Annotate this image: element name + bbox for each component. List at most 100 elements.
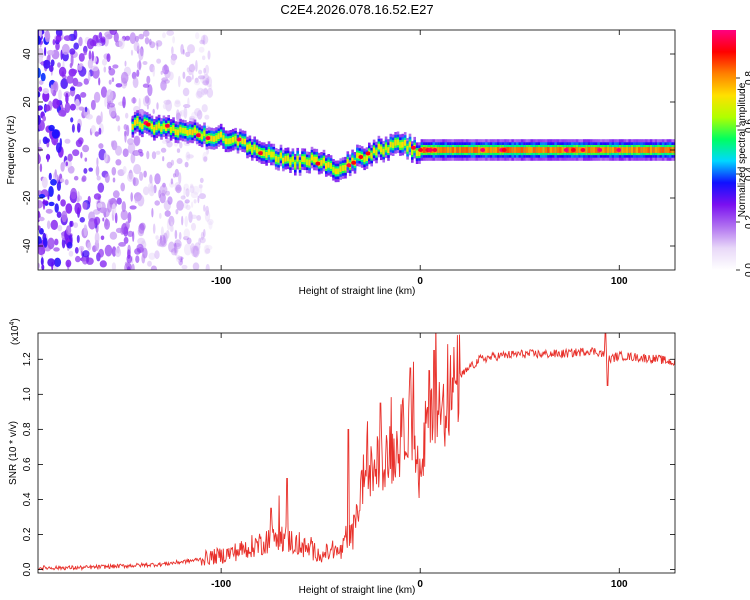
spectrogram-noise-cell [202,73,210,86]
spectrogram-noise-cell [162,103,168,110]
spectrogram-ridge-cell [437,147,440,153]
spectrogram-noise-cell [194,242,201,251]
spectrogram-ridge-cell [468,147,471,153]
spectrogram-ridge-cell [179,126,182,133]
spectrogram-ridge-cell [308,159,311,166]
spectrogram-ridge-cell [224,138,228,145]
spectrogram-noise-cell [124,131,127,143]
spectrogram-noise-cell [38,200,43,209]
spectrogram-noise-cell [143,170,147,178]
spectrogram-noise-cell [43,59,51,69]
spectrogram-noise-cell [172,36,176,44]
spectrogram-x-ticks: -100 0 100 [211,30,628,287]
spectrogram-noise-cell [127,212,132,224]
spectrogram-noise-cell [100,86,108,98]
spectrogram-noise-cell [142,83,150,88]
spectrogram-noise-cell [113,32,119,43]
spectrogram-ridge-cell [153,126,156,133]
spectrogram-noise-cell [162,32,166,39]
spectrogram-noise-cell [142,30,150,37]
spectrogram-ridge-cell [246,144,249,151]
spectrogram-noise-cell [82,201,88,210]
spectrogram-noise-cell [202,35,206,46]
spectrogram-ridge-cell [181,127,185,134]
spectrogram-noise-cell [101,58,108,66]
spectrogram-noise-cell [182,87,190,97]
spectrogram-noise-cell [205,205,210,216]
spectrogram-noise-cell [171,46,174,55]
spectrogram-ridge-cell [169,127,173,133]
spectrogram-noise-cell [50,84,54,94]
spectrogram-noise-cell [38,86,43,92]
spectrogram-ridge-cell [640,147,643,153]
spectrogram-ridge-cell [138,121,142,128]
spectrogram-noise-cell [61,210,68,223]
spectrogram-ridge-cell [411,149,414,155]
spectrogram-noise-cell [51,129,60,139]
spectrogram-ridge-cell [578,147,581,153]
spectrogram-noise-cell [50,179,57,186]
spectrogram-ridge-cell [334,168,338,175]
spectrogram-noise-cell [139,151,144,157]
spectrogram-noise-cell [80,151,83,159]
spectrogram-ridge-cell [403,140,407,146]
spectrogram-ridge-cell [150,123,154,130]
spectrogram-noise-cell [154,200,160,206]
spectrogram-noise-cell [174,182,181,191]
spectrogram-ridge-cell [451,147,455,153]
spectrogram-noise-cell [195,60,198,72]
spectrogram-noise-cell [38,142,41,148]
spectrogram-noise-cell [142,61,148,65]
spectrogram-noise-cell [78,36,83,47]
spectrogram-noise-cell [98,77,101,86]
spectrogram-noise-cell [115,159,122,166]
spectrogram-noise-cell [171,247,179,254]
spectrogram-noise-cell [199,39,205,45]
spectrogram-noise-cell [70,220,74,227]
spectrogram-ridge-cell [654,147,658,153]
spectrogram-noise-cell [185,151,191,161]
spectrogram-noise-cell [160,147,167,153]
spectrogram-noise-cell [42,115,46,122]
spectrogram-noise-cell [94,232,100,244]
spectrogram-noise-cell [64,159,72,168]
spectrogram-noise-cell [60,199,66,207]
spectrogram-ridge-cell [415,150,419,157]
spectrogram-noise-cell [133,41,140,52]
spectrogram-ridge-cell [270,151,273,158]
spectrogram-noise-cell [57,224,63,232]
spectrogram-ridge-cell [322,157,326,164]
spectrogram-peak-cell [501,148,507,152]
spectrogram-noise-cell [74,247,79,254]
spectrogram-noise-cell [163,63,168,72]
spectrogram-noise-cell [166,140,173,148]
spectrogram-ridge-cell [262,150,266,157]
spectrogram-ridge-cell [645,147,648,153]
spectrogram-ridge-cell [492,147,495,153]
spectrogram-noise-cell [136,243,144,253]
spectrogram-y-tick-label: -20 [22,190,33,205]
spectrogram-noise-cell [100,111,103,123]
spectrogram-noise-cell [72,149,80,157]
spectrogram-ridge-cell [461,147,464,153]
spectrogram-noise-cell [126,124,130,137]
spectrogram-noise-cell [73,42,79,50]
spectrogram-noise-cell [41,61,44,66]
spectrogram-noise-cell [98,127,102,135]
spectrogram-ridge-cell [399,142,402,148]
spectrogram-noise-cell [121,201,127,213]
spectrogram-noise-cell [96,157,99,167]
spectrogram-noise-cell [190,243,196,254]
spectrogram-noise-cell [203,67,206,74]
spectrogram-noise-cell [75,255,81,263]
spectrogram-noise-cell [194,77,199,84]
spectrogram-noise-cell [78,53,85,62]
snr-frame [37,332,676,574]
spectrogram-ridge-cell [222,135,225,141]
spectrogram-noise-cell [198,69,203,75]
spectrogram-ridge-cell [186,130,190,136]
spectrogram-noise-cell [70,117,74,123]
spectrogram-noise-cell [46,49,55,56]
spectrogram-ridge-cell [301,156,304,162]
spectrogram-ridge-cell [609,147,612,153]
